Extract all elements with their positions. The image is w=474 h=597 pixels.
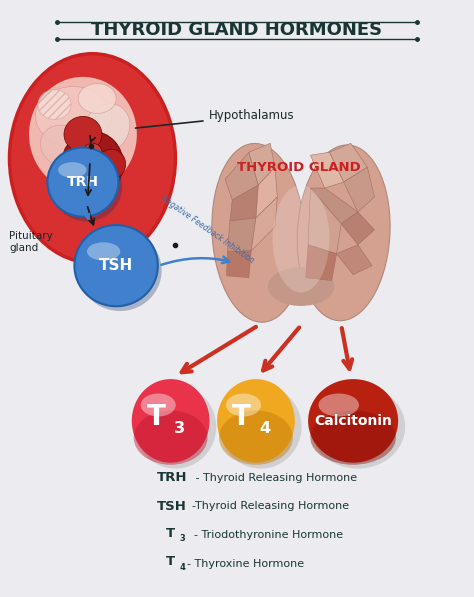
Polygon shape	[310, 188, 358, 224]
Text: - Thyroxine Hormone: - Thyroxine Hormone	[187, 559, 304, 568]
Polygon shape	[228, 218, 256, 252]
Polygon shape	[225, 152, 258, 200]
Text: TSH: TSH	[157, 500, 187, 513]
Ellipse shape	[219, 411, 293, 465]
Ellipse shape	[78, 230, 162, 311]
Text: - Thyroid Releasing Hormone: - Thyroid Releasing Hormone	[192, 473, 357, 482]
Polygon shape	[310, 152, 344, 188]
Polygon shape	[256, 167, 277, 218]
Text: Pituitary
gland: Pituitary gland	[9, 231, 53, 253]
Ellipse shape	[134, 411, 208, 465]
Text: T: T	[166, 555, 175, 568]
Polygon shape	[308, 188, 341, 254]
Ellipse shape	[36, 87, 111, 146]
Ellipse shape	[141, 393, 176, 417]
Text: 4: 4	[259, 420, 270, 436]
Text: 3: 3	[180, 534, 185, 543]
Ellipse shape	[87, 242, 120, 260]
Ellipse shape	[132, 379, 210, 463]
Ellipse shape	[308, 379, 398, 463]
Ellipse shape	[268, 267, 334, 306]
Ellipse shape	[76, 170, 100, 194]
Circle shape	[9, 54, 175, 263]
Text: TSH: TSH	[99, 258, 133, 273]
Ellipse shape	[297, 145, 390, 321]
Ellipse shape	[135, 385, 216, 469]
Text: TRH: TRH	[157, 471, 187, 484]
Text: 4: 4	[180, 562, 185, 572]
Ellipse shape	[62, 131, 123, 197]
Text: THYROID GLAND HORMONES: THYROID GLAND HORMONES	[91, 21, 383, 39]
Ellipse shape	[319, 393, 359, 417]
Text: - Triodothyronine Hormone: - Triodothyronine Hormone	[187, 530, 343, 540]
Ellipse shape	[97, 149, 126, 179]
Ellipse shape	[212, 143, 305, 322]
Text: Hypothalamus: Hypothalamus	[136, 109, 294, 128]
Ellipse shape	[74, 225, 158, 306]
Ellipse shape	[226, 393, 261, 417]
Text: -Thyroid Releasing Hormone: -Thyroid Releasing Hormone	[192, 501, 349, 511]
Ellipse shape	[273, 185, 329, 293]
Text: TRH: TRH	[67, 175, 99, 189]
Ellipse shape	[38, 90, 71, 119]
Ellipse shape	[58, 162, 86, 178]
Ellipse shape	[40, 125, 88, 168]
Polygon shape	[227, 251, 251, 278]
Text: Negative Feedback Inhibition: Negative Feedback Inhibition	[159, 194, 255, 266]
Polygon shape	[337, 245, 372, 275]
Text: 3: 3	[173, 420, 185, 436]
Ellipse shape	[51, 152, 122, 221]
Ellipse shape	[217, 379, 295, 463]
Text: T: T	[232, 404, 251, 431]
Ellipse shape	[220, 385, 301, 469]
Ellipse shape	[83, 143, 102, 161]
Text: T: T	[166, 527, 175, 540]
Polygon shape	[341, 212, 374, 245]
Ellipse shape	[310, 411, 396, 465]
Polygon shape	[230, 185, 258, 221]
Polygon shape	[251, 197, 277, 251]
Polygon shape	[306, 245, 337, 281]
Polygon shape	[344, 167, 374, 212]
Polygon shape	[329, 143, 367, 182]
Text: THYROID GLAND: THYROID GLAND	[237, 161, 361, 174]
Text: T: T	[147, 404, 166, 431]
Ellipse shape	[310, 385, 405, 469]
Ellipse shape	[83, 104, 130, 153]
Ellipse shape	[29, 77, 137, 192]
Text: Calcitonin: Calcitonin	[314, 414, 392, 428]
Polygon shape	[249, 143, 275, 185]
Ellipse shape	[78, 84, 116, 113]
Ellipse shape	[47, 147, 118, 217]
Ellipse shape	[64, 116, 102, 152]
